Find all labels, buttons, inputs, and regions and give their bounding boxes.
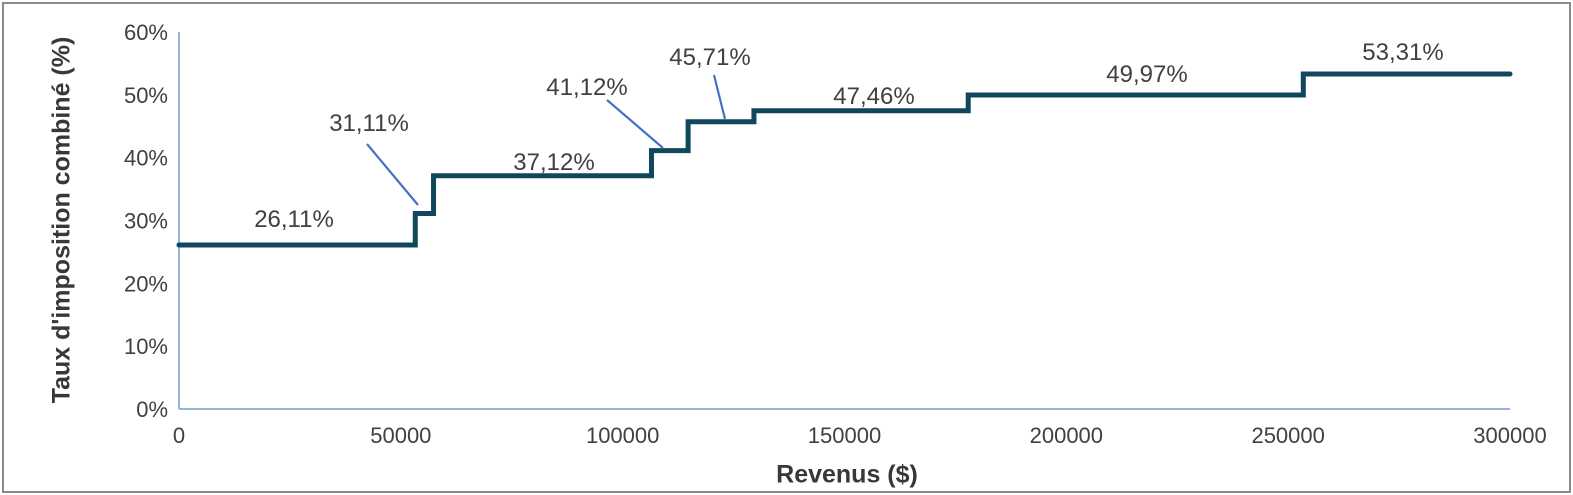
data-label-leader-line [712,74,727,120]
x-tick-label: 100000 [586,423,659,448]
x-tick-label: 150000 [808,423,881,448]
data-label: 53,31% [1362,39,1443,66]
y-tick-label: 0% [136,397,168,422]
data-label: 41,12% [546,74,627,101]
y-tick-label: 10% [124,334,168,359]
x-tick-label: 200000 [1030,423,1103,448]
data-label: 26,11% [254,206,334,233]
x-axis-title: Revenus ($) [776,460,918,489]
y-tick-label: 50% [124,83,168,108]
x-tick-label: 250000 [1251,423,1324,448]
y-tick-label: 60% [124,20,168,45]
data-label: 37,12% [513,149,594,176]
x-tick-label: 0 [173,423,185,448]
y-tick-label: 40% [124,146,168,171]
x-tick-label: 300000 [1473,423,1546,448]
x-tick-label: 50000 [370,423,431,448]
data-label: 49,97% [1106,61,1187,88]
data-label: 47,46% [833,83,914,110]
tax-rate-step-chart: 0% 10% 20% 30% 40% 50% 60% 0 50000 100000 150000 20… [4,4,1569,491]
data-label: 45,71% [669,44,750,71]
data-label: 31,11% [329,110,409,137]
step-line-series [176,71,1513,248]
y-tick-label: 20% [124,271,168,296]
data-label-leader-line [606,99,664,149]
data-label-leader-line [366,143,419,206]
plot-area: 0% 10% 20% 30% 40% 50% 60% 0 50000 100000 150000 20… [124,20,1547,448]
y-axis-title: Taux d'imposition combiné (%) [47,36,76,404]
y-tick-label: 30% [124,209,168,234]
